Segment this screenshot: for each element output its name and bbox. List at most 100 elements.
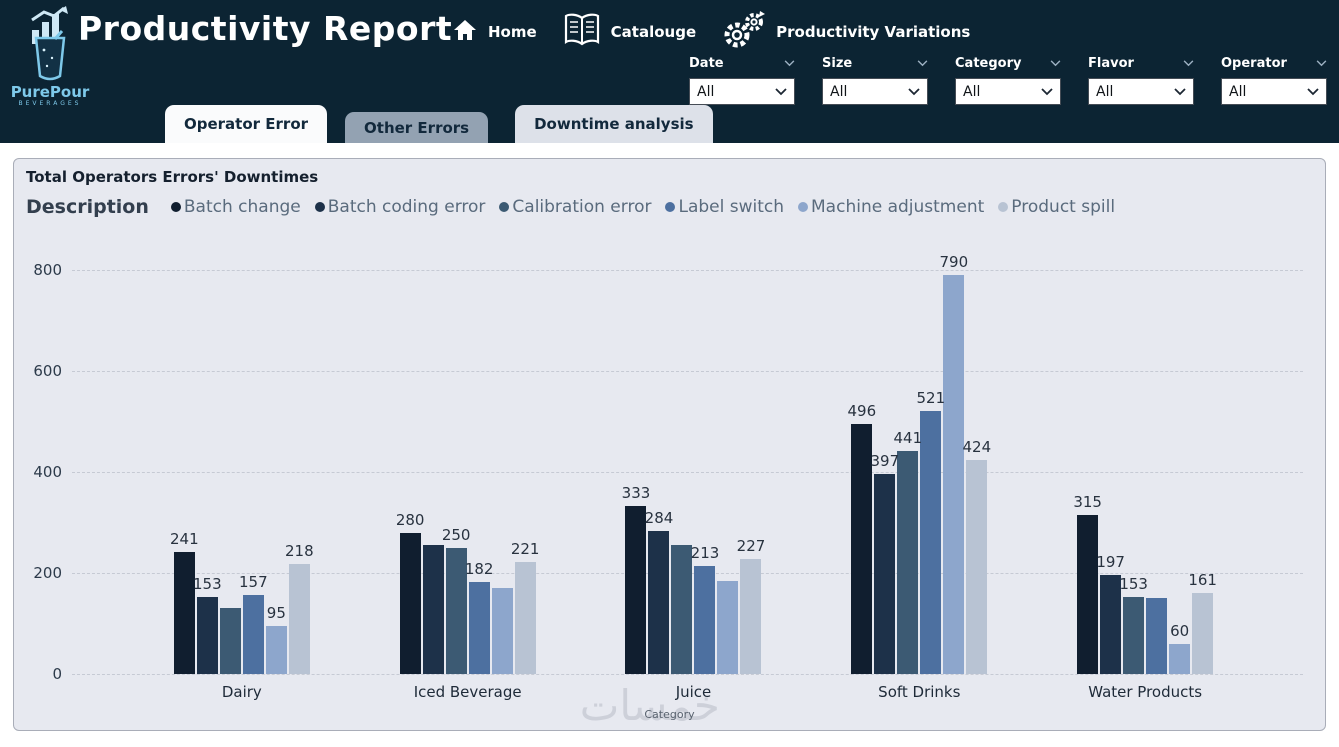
bar-value-label: 221: [510, 540, 540, 559]
legend-item-machine-adjustment[interactable]: Machine adjustment: [798, 197, 984, 217]
nav-item-home[interactable]: Home: [452, 18, 537, 46]
legend-label: Batch change: [183, 197, 301, 217]
filter-flavor: Flavor All: [1088, 56, 1194, 105]
bar-batch-change[interactable]: [399, 532, 421, 674]
filter-operator-select[interactable]: All: [1221, 78, 1327, 105]
bar-groups: 241 153 157 95 218 Dairy 280 250 182 221 Iced Beve…: [72, 253, 1303, 701]
bar-label-switch[interactable]: [920, 410, 942, 674]
nav-item-productivity-variations[interactable]: Productivity Variations: [722, 10, 970, 54]
bar-value-label: 157: [239, 572, 268, 591]
filter-bar: Date All Size All Category: [689, 56, 1327, 105]
bar-wrap: 153: [1119, 270, 1148, 674]
bar-batch-change[interactable]: [1077, 514, 1099, 674]
filter-header[interactable]: Category: [955, 56, 1061, 71]
bar-product-spill[interactable]: [514, 562, 536, 674]
bar-product-spill[interactable]: [288, 563, 310, 674]
bar-wrap: 250: [442, 270, 470, 674]
bar-calibration-error[interactable]: [219, 608, 241, 674]
bar-calibration-error[interactable]: [1123, 596, 1145, 674]
bar-batch-coding-error[interactable]: [1100, 574, 1122, 674]
bar-wrap: 280: [396, 270, 424, 674]
bar-wrap: 60: [1169, 270, 1191, 674]
chevron-down-icon: [775, 84, 787, 100]
watermark: خمسات: [579, 681, 720, 730]
brand-subtitle: BEVERAGES: [18, 100, 82, 107]
filter-header[interactable]: Operator: [1221, 56, 1327, 71]
bar-calibration-error[interactable]: [445, 547, 467, 674]
filter-value: All: [697, 83, 715, 100]
bar-group-iced-beverage: 280 250 182 221 Iced Beverage: [396, 270, 540, 701]
bar-value-label: 213: [690, 544, 720, 563]
legend-item-product-spill[interactable]: Product spill: [998, 197, 1115, 217]
chevron-down-icon: [1307, 84, 1319, 100]
chart-legend: Description Batch change Batch coding er…: [26, 196, 1115, 218]
bar-machine-adjustment[interactable]: [1169, 643, 1191, 674]
bar-calibration-error[interactable]: [671, 545, 693, 674]
filter-header[interactable]: Date: [689, 56, 795, 71]
bar-batch-coding-error[interactable]: [422, 545, 444, 674]
y-axis-tick: 400: [33, 463, 62, 481]
bar-batch-coding-error[interactable]: [874, 473, 896, 674]
tab-other-errors[interactable]: Other Errors: [345, 112, 489, 143]
filter-label: Date: [689, 56, 724, 71]
bar-wrap: [491, 270, 513, 674]
filter-operator: Operator All: [1221, 56, 1327, 105]
bar-machine-adjustment[interactable]: [717, 580, 739, 674]
bar-label-switch[interactable]: [694, 566, 716, 674]
bar-wrap: 521: [916, 270, 945, 674]
nav-item-catalogue[interactable]: Catalouge: [563, 12, 696, 52]
bar-calibration-error[interactable]: [897, 451, 919, 674]
legend-dot: [499, 202, 510, 212]
bar-value-label: 790: [939, 253, 969, 272]
filter-date-select[interactable]: All: [689, 78, 795, 105]
chevron-down-icon: [1174, 84, 1186, 100]
filter-label: Operator: [1221, 56, 1287, 71]
legend-item-batch-coding-error[interactable]: Batch coding error: [314, 197, 485, 217]
bar-batch-change[interactable]: [625, 505, 647, 674]
chart-title: Total Operators Errors' Downtimes: [26, 168, 319, 186]
brand-name: PurePour: [10, 83, 90, 101]
filter-size-select[interactable]: All: [822, 78, 928, 105]
y-axis-tick: 200: [33, 564, 62, 582]
x-axis-category-label: Water Products: [1088, 683, 1203, 701]
bar-value-label: 218: [285, 541, 314, 560]
bar-value-label: 153: [1119, 574, 1148, 593]
filter-header[interactable]: Size: [822, 56, 928, 71]
bar-product-spill[interactable]: [740, 559, 762, 674]
legend-title: Description: [26, 196, 149, 218]
chevron-down-icon: [1050, 56, 1061, 71]
bar-product-spill[interactable]: [1192, 592, 1214, 674]
filter-header[interactable]: Flavor: [1088, 56, 1194, 71]
bar-label-switch[interactable]: [242, 594, 264, 674]
bar-machine-adjustment[interactable]: [265, 626, 287, 674]
legend-item-batch-change[interactable]: Batch change: [170, 197, 301, 217]
bar-batch-coding-error[interactable]: [648, 530, 670, 674]
y-axis-tick: 0: [52, 665, 62, 683]
bar-batch-change[interactable]: [173, 552, 195, 674]
tab-downtime-analysis[interactable]: Downtime analysis: [515, 105, 713, 143]
bar-value-label: 424: [962, 437, 992, 456]
bar-value-label: 60: [1170, 621, 1190, 640]
chevron-down-icon: [1183, 56, 1194, 71]
bar-product-spill[interactable]: [966, 459, 988, 674]
bar-group-soft-drinks: 496 397 441 521 790 424 Soft Drinks: [847, 253, 991, 701]
bar-machine-adjustment[interactable]: [491, 588, 513, 674]
filter-value: All: [1096, 83, 1114, 100]
filter-flavor-select[interactable]: All: [1088, 78, 1194, 105]
legend-label: Calibration error: [512, 197, 652, 217]
filter-category-select[interactable]: All: [955, 78, 1061, 105]
bar-batch-change[interactable]: [851, 423, 873, 674]
bar-batch-coding-error[interactable]: [196, 596, 218, 674]
bar-value-label: 280: [395, 510, 425, 529]
bar-label-switch[interactable]: [1146, 598, 1168, 674]
bar-wrap: 424: [962, 270, 991, 674]
bar-wrap: 315: [1073, 270, 1102, 674]
y-axis: 0 200 400 600 800: [24, 261, 66, 683]
bar-machine-adjustment[interactable]: [943, 275, 965, 674]
legend-item-calibration-error[interactable]: Calibration error: [499, 197, 651, 217]
bar-wrap: 157: [239, 270, 268, 674]
legend-item-label-switch[interactable]: Label switch: [665, 197, 784, 217]
bar-label-switch[interactable]: [468, 582, 490, 674]
tab-operator-error[interactable]: Operator Error: [165, 105, 328, 143]
bar-wrap: 218: [285, 270, 314, 674]
